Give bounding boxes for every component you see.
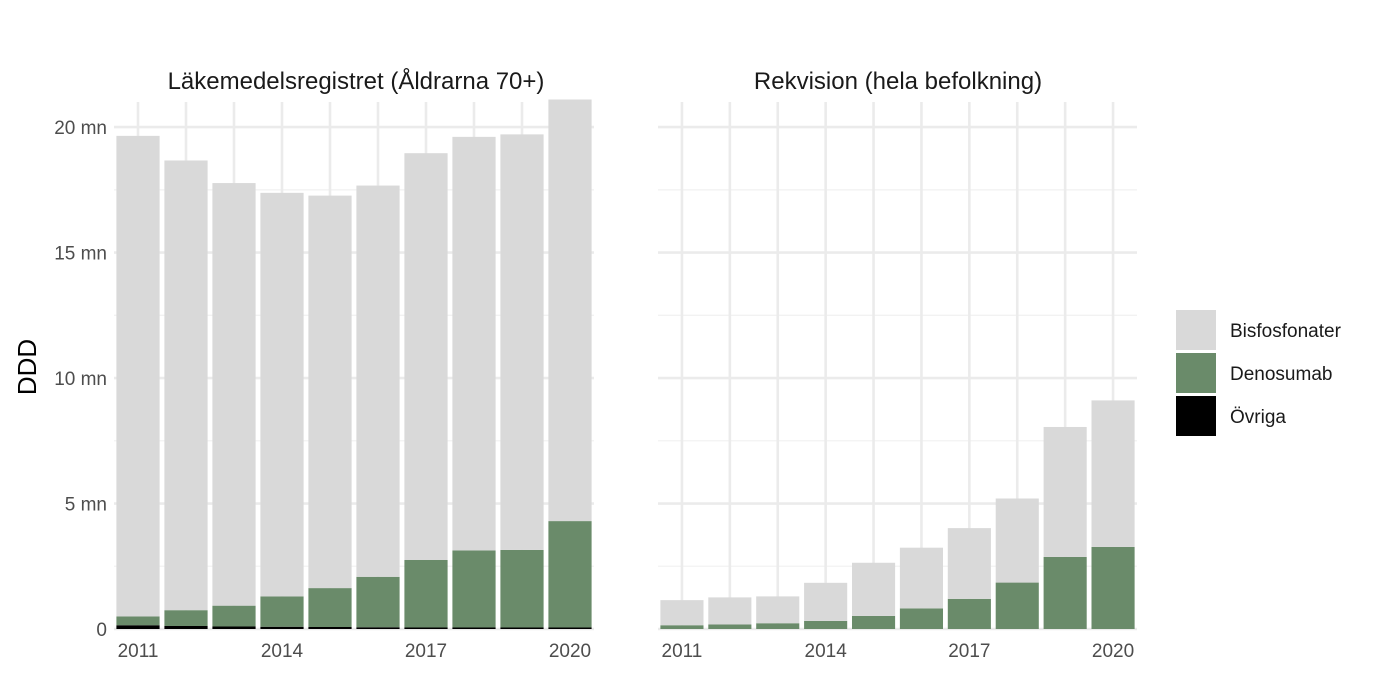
x-tick-label: 2020 [549, 641, 591, 662]
y-axis-title: DDD [12, 339, 42, 395]
panel-2: Rekvision (hela befolkning) 2011 2014 2017 2… [658, 68, 1137, 662]
bar-bisfosfonater-2018 [995, 498, 1039, 583]
bar-bisfosfonater-2019 [1043, 426, 1087, 557]
bar-denosumab-2020 [548, 521, 592, 628]
bar-denosumab-2011 [116, 616, 160, 626]
bar-bisfosfonater-2011 [116, 135, 160, 617]
bar-vriga-2014 [260, 626, 304, 629]
facet-title: Rekvision (hela befolkning) [754, 68, 1042, 95]
y-tick-label: 0 [96, 620, 107, 641]
bar-vriga-2018 [452, 627, 496, 629]
bar-bisfosfonater-2014 [260, 192, 304, 597]
bar-bisfosfonater-2013 [212, 183, 256, 606]
y-tick-label: 20 mn [54, 118, 107, 139]
chart-panels: Läkemedelsregistret (Åldrarna 70+) 0 5 mn 1… [54, 67, 1137, 662]
bar-denosumab-2012 [164, 610, 208, 626]
bar-denosumab-2014 [260, 596, 304, 627]
bar-denosumab-2011 [660, 625, 704, 629]
bar-bisfosfonater-2013 [756, 596, 800, 624]
bar-bisfosfonater-2015 [308, 195, 352, 589]
bar-denosumab-2015 [308, 588, 352, 627]
bar-denosumab-2013 [756, 623, 800, 629]
x-tick-label: 2014 [805, 641, 848, 662]
bar-bisfosfonater-2020 [1091, 400, 1135, 547]
facet-title: Läkemedelsregistret (Åldrarna 70+) [168, 67, 545, 95]
bar-vriga-2011 [116, 625, 160, 629]
y-tick-label: 15 mn [54, 244, 107, 265]
bar-bisfosfonater-2014 [804, 582, 848, 621]
bar-denosumab-2017 [404, 559, 448, 628]
bar-bisfosfonater-2016 [356, 185, 400, 577]
bar-vriga-2019 [500, 627, 544, 629]
bar-bisfosfonater-2020 [548, 99, 592, 522]
bar-denosumab-2015 [851, 615, 896, 629]
bar-bisfosfonater-2017 [947, 528, 991, 599]
bar-bisfosfonater-2017 [404, 153, 448, 560]
bar-vriga-2020 [548, 627, 592, 629]
bar-vriga-2016 [356, 627, 400, 629]
x-tick-label: 2011 [662, 641, 703, 662]
legend-swatch [1176, 353, 1216, 393]
legend-swatch [1176, 310, 1216, 350]
bar-bisfosfonater-2019 [500, 134, 544, 550]
bar-denosumab-2019 [1043, 556, 1087, 629]
bar-bisfosfonater-2012 [708, 597, 752, 625]
bar-denosumab-2017 [947, 598, 991, 629]
x-tick-label: 2014 [261, 641, 304, 662]
y-tick-label: 10 mn [54, 369, 107, 390]
bar-denosumab-2016 [356, 576, 400, 628]
legend-item: Bisfosfonater [1176, 310, 1342, 350]
bar-vriga-2017 [404, 627, 448, 629]
x-tick-label: 2017 [948, 641, 990, 662]
bar-bisfosfonater-2011 [660, 600, 704, 626]
bar-denosumab-2016 [899, 608, 944, 629]
legend-item: Övriga [1176, 396, 1286, 436]
bar-bisfosfonater-2012 [164, 160, 208, 611]
bar-vriga-2012 [164, 625, 208, 629]
x-tick-label: 2020 [1092, 641, 1134, 662]
bar-denosumab-2014 [804, 620, 848, 629]
bar-denosumab-2020 [1091, 546, 1135, 629]
bar-bisfosfonater-2015 [851, 562, 896, 616]
bar-denosumab-2019 [500, 549, 544, 628]
legend-item: Denosumab [1176, 353, 1332, 393]
bar-bisfosfonater-2016 [899, 547, 944, 609]
bar-bisfosfonater-2018 [452, 136, 496, 551]
bar-denosumab-2018 [452, 550, 496, 628]
legend-swatch [1176, 396, 1216, 436]
bar-denosumab-2013 [212, 605, 256, 627]
bar-denosumab-2012 [708, 624, 752, 629]
bar-denosumab-2018 [995, 582, 1039, 629]
x-tick-label: 2017 [405, 641, 447, 662]
legend-label: Bisfosfonater [1230, 321, 1342, 342]
x-tick-label: 2011 [118, 641, 159, 662]
legend-label: Övriga [1230, 407, 1286, 428]
panel-1: Läkemedelsregistret (Åldrarna 70+) 0 5 mn 1… [54, 67, 594, 662]
legend-label: Denosumab [1230, 364, 1332, 385]
legend: Bisfosfonater Denosumab Övriga [1176, 310, 1342, 436]
y-tick-label: 5 mn [65, 495, 107, 516]
bar-vriga-2013 [212, 626, 256, 629]
bar-vriga-2015 [308, 626, 352, 629]
